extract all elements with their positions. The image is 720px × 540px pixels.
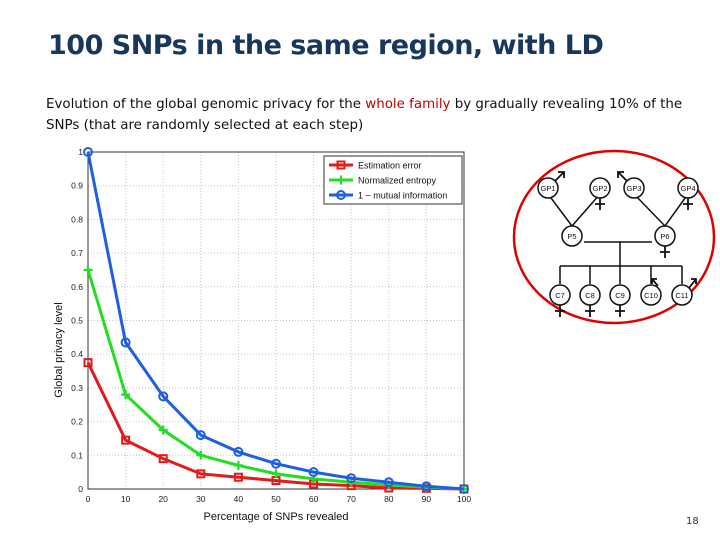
legend-label-0: Estimation error (358, 161, 422, 171)
node-c10 (640, 284, 662, 306)
series-line-0 (86, 361, 465, 491)
series-2-point (195, 430, 206, 441)
label-gp1: GP1 (540, 184, 555, 193)
node-gp3 (623, 177, 645, 199)
series-1-point (196, 450, 206, 460)
privacy-line-chart: 0 0.1 0.2 0.3 0.4 0.5 0.6 0.7 0.8 0.9 1 0 10 20 30 40 5… (53, 147, 472, 523)
series-2-point (83, 147, 93, 157)
x-axis-label: Percentage of SNPs revealed (204, 511, 349, 523)
family-pedigree-diagram: GP1 GP2 GP3 GP4 P5 P6 C7 C8 C9 C10 C11 (512, 149, 716, 325)
series-line-2 (86, 151, 465, 491)
male-arrow-c10 (651, 278, 659, 287)
series-2-point (120, 337, 131, 348)
female-cross-c8 (585, 305, 595, 317)
male-symbols (554, 171, 697, 289)
label-c10: C10 (644, 291, 658, 300)
y-tick-label: 1 (78, 147, 83, 157)
series-2-point (233, 446, 244, 457)
series-2-point (158, 391, 169, 402)
y-tick-label: 0 (78, 484, 83, 494)
female-cross-c7 (555, 305, 565, 317)
label-c8: C8 (585, 291, 595, 300)
series-2-point (459, 484, 469, 494)
male-arrow-c11 (688, 278, 697, 289)
y-tick-label: 0.8 (71, 214, 83, 224)
series-1-point (83, 265, 93, 275)
slide-title: 100 SNPs in the same region, with LD (48, 30, 604, 61)
plot-frame (87, 151, 465, 490)
y-tick-labels: 0 0.1 0.2 0.3 0.4 0.5 0.6 0.7 0.8 0.9 1 (71, 147, 83, 494)
female-cross-gp4 (683, 198, 693, 210)
x-tick-labels: 0 10 20 30 40 50 60 70 80 90 100 (86, 494, 472, 504)
subtitle-text-start: Evolution of the global genomic privacy … (46, 97, 366, 112)
y-tick-label: 0.3 (71, 383, 83, 393)
x-tick-label: 80 (384, 494, 394, 504)
node-c11 (671, 284, 693, 306)
series-2-point (271, 458, 281, 469)
page-number: 18 (686, 516, 699, 527)
y-tick-label: 0.9 (71, 181, 83, 191)
series-2-point (421, 481, 432, 492)
series-1-point (121, 390, 131, 400)
series-1-point (233, 460, 243, 470)
x-tick-label: 40 (234, 494, 244, 504)
x-tick-label: 70 (346, 494, 356, 504)
slide-subtitle: Evolution of the global genomic privacy … (46, 94, 706, 136)
series-2-point (383, 477, 394, 488)
y-tick-label: 0.4 (71, 349, 83, 359)
label-c7: C7 (555, 291, 565, 300)
y-tick-label: 0.6 (71, 282, 83, 292)
chart-series (83, 147, 469, 494)
series-0-point (233, 472, 243, 482)
series-0-point (83, 358, 93, 368)
x-tick-label: 60 (309, 494, 319, 504)
series-2-point (346, 473, 357, 484)
male-arrow-gp3 (617, 171, 628, 182)
x-tick-label: 20 (158, 494, 168, 504)
label-p5: P5 (567, 232, 576, 241)
female-cross-p6 (660, 246, 670, 258)
y-tick-label: 0.1 (71, 450, 83, 460)
subtitle-text-end: by gradually revealing 10% of the SNPs (… (46, 97, 683, 133)
series-0-point (196, 469, 206, 479)
female-symbols (555, 198, 693, 317)
legend-marker-2 (336, 190, 346, 200)
x-tick-label: 10 (121, 494, 131, 504)
legend-label-1: Normalized entropy (358, 176, 437, 186)
label-gp2: GP2 (592, 184, 607, 193)
node-p5 (561, 225, 583, 247)
label-gp4: GP4 (680, 184, 695, 193)
legend-label-2: 1 − mutual information (358, 191, 447, 201)
male-arrow-gp1 (554, 171, 565, 182)
series-2 (83, 147, 469, 494)
label-c11: C11 (675, 291, 688, 300)
y-tick-label: 0.5 (71, 316, 83, 326)
chart-legend: Estimation error Normalized entropy 1 − mu… (323, 155, 463, 205)
y-axis-label: Global privacy level (53, 302, 65, 397)
x-tick-label: 90 (422, 494, 432, 504)
x-tick-label: 50 (271, 494, 281, 504)
label-gp3: GP3 (626, 184, 641, 193)
series-0-point (121, 435, 131, 445)
pedigree-nodes (537, 177, 699, 306)
series-1-point (271, 469, 281, 479)
x-tick-label: 100 (457, 494, 471, 504)
label-c9: C9 (615, 291, 625, 300)
series-2-point (308, 467, 319, 478)
y-tick-label: 0.2 (71, 417, 83, 427)
node-gp1 (537, 177, 559, 199)
legend-marker-0 (336, 160, 346, 170)
label-p6: P6 (660, 232, 669, 241)
series-1-point (158, 425, 168, 435)
female-cross-c9 (615, 305, 625, 317)
legend-marker-1 (336, 175, 346, 185)
y-tick-label: 0.7 (71, 248, 83, 258)
pedigree-labels: GP1 GP2 GP3 GP4 P5 P6 C7 C8 C9 C10 C11 (540, 184, 695, 300)
x-tick-label: 0 (86, 494, 91, 504)
x-tick-label: 30 (196, 494, 206, 504)
female-cross-gp2 (595, 198, 605, 210)
subtitle-highlight: whole family (365, 97, 451, 112)
pedigree-frame (512, 149, 716, 325)
series-0-point (158, 454, 168, 464)
